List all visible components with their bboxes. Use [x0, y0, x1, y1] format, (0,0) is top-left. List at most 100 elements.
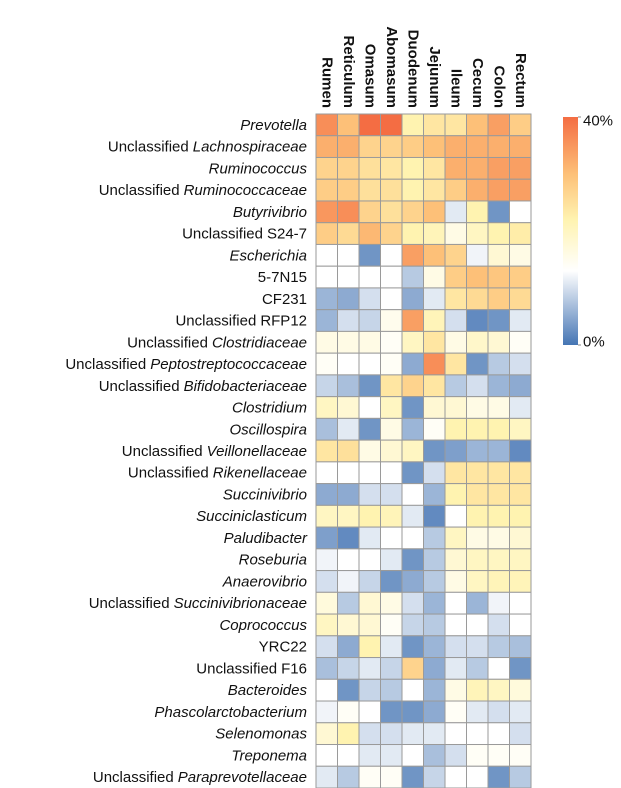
heatmap-cell: [466, 744, 489, 767]
heatmap-cell: [487, 178, 510, 202]
row-label-taxon: Lachnospiraceae: [193, 138, 307, 155]
heatmap-cell: [337, 657, 360, 680]
heatmap-cell: [487, 700, 510, 724]
heatmap-cell: [423, 657, 446, 680]
heatmap-cell: [487, 265, 510, 289]
heatmap-cell: [358, 156, 381, 180]
heatmap-cell: [315, 352, 338, 376]
heatmap-cell: [358, 591, 381, 615]
heatmap-cell: [358, 744, 381, 767]
row-label: 5-7N15: [258, 269, 307, 286]
heatmap-cell: [444, 287, 467, 311]
heatmap-cell: [466, 135, 489, 158]
heatmap-cell: [509, 678, 532, 702]
heatmap-cell: [315, 374, 338, 398]
heatmap-cell: [444, 156, 467, 180]
heatmap-cell: [487, 722, 510, 746]
row-label-prefix: Unclassified: [182, 225, 263, 242]
heatmap-cell: [487, 657, 510, 680]
heatmap-cell: [401, 678, 424, 702]
row-label: Unclassified Clostridiaceae: [127, 334, 307, 351]
row-label-taxon: Peptostreptococcaceae: [150, 356, 307, 373]
heatmap-cell: [401, 222, 424, 245]
heatmap-cell: [509, 548, 532, 572]
heatmap-cell: [315, 309, 338, 332]
row-label-taxon: Clostridium: [232, 399, 307, 416]
heatmap-cell: [315, 265, 338, 289]
heatmap-cell: [358, 113, 381, 137]
heatmap-cell: [444, 591, 467, 615]
heatmap-cell: [487, 439, 510, 463]
column-label: Rumen: [318, 57, 335, 108]
heatmap-cell: [509, 243, 532, 267]
row-label: Unclassified Rikenellaceae: [128, 464, 307, 481]
heatmap-cell: [487, 461, 510, 485]
heatmap-cell: [380, 483, 403, 506]
row-label-taxon: Roseburia: [239, 551, 307, 568]
heatmap-cell: [380, 722, 403, 746]
row-label: YRC22: [259, 638, 307, 655]
heatmap-cell: [337, 309, 360, 332]
row-label-prefix: Unclassified: [93, 769, 174, 786]
heatmap-cell: [337, 352, 360, 376]
heatmap-cell: [423, 744, 446, 767]
heatmap-cell: [315, 287, 338, 311]
heatmap-cell: [466, 548, 489, 572]
heatmap-cell: [358, 765, 381, 788]
heatmap-cell: [423, 483, 446, 506]
heatmap-cell: [337, 765, 360, 788]
row-label: Unclassified Bifidobacteriaceae: [99, 377, 307, 394]
row-label: Unclassified Paraprevotellaceae: [93, 769, 307, 786]
heatmap-cell: [466, 417, 489, 441]
heatmap-cell: [466, 526, 489, 550]
heatmap-cell: [444, 570, 467, 593]
heatmap-cell: [487, 287, 510, 311]
heatmap-cell: [466, 765, 489, 788]
heatmap-cell: [509, 309, 532, 332]
row-label-taxon: Anaerovibrio: [222, 573, 307, 590]
heatmap-cell: [380, 222, 403, 245]
row-label: Selenomonas: [215, 725, 307, 742]
heatmap-cell: [509, 744, 532, 767]
row-label-taxon: Coprococcus: [219, 616, 307, 633]
row-label: Paludibacter: [224, 529, 308, 546]
heatmap-cell: [358, 222, 381, 245]
heatmap-cell: [487, 548, 510, 572]
heatmap-cell: [487, 352, 510, 376]
heatmap-cell: [466, 178, 489, 202]
heatmap-cell: [423, 396, 446, 419]
heatmap-cell: [401, 461, 424, 485]
heatmap-cell: [509, 591, 532, 615]
heatmap-cell: [509, 483, 532, 506]
heatmap-cell: [423, 200, 446, 224]
heatmap-cell: [315, 178, 338, 202]
heatmap-cell: [315, 243, 338, 267]
heatmap-cell: [337, 504, 360, 528]
heatmap-cell: [423, 504, 446, 528]
heatmap-cell: [337, 113, 360, 137]
heatmap-cell: [337, 570, 360, 593]
heatmap-cell: [401, 744, 424, 767]
heatmap-cell: [509, 417, 532, 441]
row-label-prefix: Unclassified: [99, 377, 180, 394]
heatmap-cell: [337, 265, 360, 289]
heatmap-cell: [423, 156, 446, 180]
heatmap-cell: [509, 570, 532, 593]
heatmap-cell: [337, 374, 360, 398]
heatmap-cell: [401, 135, 424, 158]
heatmap-cell: [401, 417, 424, 441]
heatmap-cell: [401, 330, 424, 354]
heatmap-cell: [487, 526, 510, 550]
heatmap-cell: [509, 222, 532, 245]
row-label: Unclassified Veillonellaceae: [122, 443, 307, 460]
heatmap-cell: [315, 222, 338, 245]
heatmap-cell: [358, 570, 381, 593]
heatmap-cell: [509, 700, 532, 724]
heatmap-cell: [358, 439, 381, 463]
heatmap-cell: [423, 222, 446, 245]
heatmap-cell: [487, 504, 510, 528]
heatmap-cell: [401, 396, 424, 419]
heatmap-cell: [444, 417, 467, 441]
heatmap-cell: [315, 765, 338, 788]
heatmap-cell: [509, 461, 532, 485]
